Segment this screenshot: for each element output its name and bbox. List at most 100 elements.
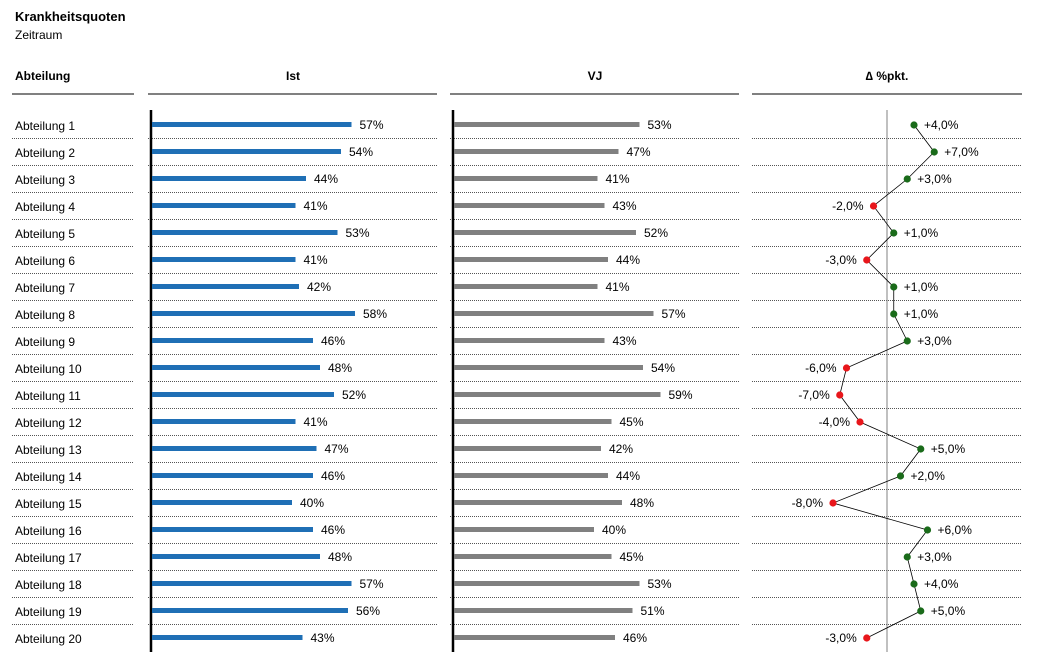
category-label: Abteilung 11 — [15, 389, 81, 403]
delta-value-label: +1,0% — [904, 307, 939, 321]
delta-value-label: +4,0% — [924, 118, 959, 132]
category-label: Abteilung 15 — [15, 497, 82, 511]
vj-value-label: 51% — [641, 604, 665, 618]
ist-bar — [152, 473, 313, 478]
delta-value-label: +1,0% — [904, 280, 939, 294]
ist-value-label: 57% — [360, 577, 384, 591]
vj-value-label: 46% — [623, 631, 647, 645]
ist-value-label: 52% — [342, 388, 366, 402]
vj-bar — [454, 500, 622, 505]
delta-value-label: +6,0% — [938, 523, 973, 537]
ist-value-label: 41% — [304, 415, 328, 429]
category-label: Abteilung 6 — [15, 254, 75, 268]
col-header-vj: VJ — [588, 69, 603, 83]
vj-value-label: 47% — [627, 145, 651, 159]
category-label: Abteilung 8 — [15, 308, 75, 322]
delta-point — [917, 445, 925, 453]
delta-value-label: +3,0% — [917, 172, 952, 186]
vj-bar — [454, 635, 615, 640]
delta-value-label: +5,0% — [931, 442, 966, 456]
delta-value-label: -6,0% — [805, 361, 837, 375]
delta-line — [831, 124, 935, 639]
ist-bar — [152, 446, 317, 451]
category-label: Abteilung 2 — [15, 146, 75, 160]
ist-value-label: 42% — [307, 280, 331, 294]
ist-value-label: 48% — [328, 550, 352, 564]
vj-value-label: 57% — [662, 307, 686, 321]
delta-point — [930, 148, 938, 156]
ist-bar — [152, 419, 296, 424]
vj-value-label: 41% — [606, 280, 630, 294]
ist-bar — [152, 122, 352, 127]
vj-value-label: 40% — [602, 523, 626, 537]
ist-bar — [152, 338, 313, 343]
ist-bar — [152, 149, 341, 154]
vj-bar — [454, 338, 605, 343]
category-label: Abteilung 19 — [15, 605, 82, 619]
ist-value-label: 46% — [321, 469, 345, 483]
ist-value-label: 47% — [325, 442, 349, 456]
ist-bar — [152, 365, 320, 370]
vj-value-label: 45% — [620, 415, 644, 429]
ist-value-label: 57% — [360, 118, 384, 132]
ist-value-label: 58% — [363, 307, 387, 321]
delta-point — [842, 364, 851, 372]
ist-bar — [152, 500, 292, 505]
vj-bar — [454, 365, 643, 370]
ist-bar — [152, 392, 334, 397]
ist-value-label: 41% — [304, 199, 328, 213]
delta-value-label: -4,0% — [819, 415, 851, 429]
vj-bar — [454, 203, 605, 208]
category-label: Abteilung 3 — [15, 173, 75, 187]
category-label: Abteilung 1 — [15, 119, 75, 133]
vj-bar — [454, 230, 636, 235]
vj-bar — [454, 392, 661, 397]
ist-bar — [152, 311, 355, 316]
vj-value-label: 53% — [648, 577, 672, 591]
delta-point — [890, 229, 898, 237]
delta-value-label: -8,0% — [792, 496, 824, 510]
category-label: Abteilung 13 — [15, 443, 82, 457]
ist-bar — [152, 230, 338, 235]
delta-point — [863, 256, 871, 264]
vj-value-label: 43% — [613, 334, 637, 348]
ist-bar — [152, 554, 320, 559]
delta-point — [903, 337, 911, 345]
category-label: Abteilung 9 — [15, 335, 75, 349]
vj-value-label: 53% — [648, 118, 672, 132]
delta-value-label: +1,0% — [904, 226, 939, 240]
category-label: Abteilung 20 — [15, 632, 82, 646]
category-label: Abteilung 16 — [15, 524, 82, 538]
vj-value-label: 52% — [644, 226, 668, 240]
chart-subtitle: Zeitraum — [15, 28, 63, 42]
category-label: Abteilung 4 — [15, 200, 75, 214]
chart-rows: Abteilung 1 57% 53% +4,0% Abteilung 2 54% 47% +… — [12, 110, 1022, 652]
vj-value-label: 44% — [616, 469, 640, 483]
ist-value-label: 40% — [300, 496, 324, 510]
delta-value-label: +2,0% — [911, 469, 946, 483]
ist-value-label: 46% — [321, 334, 345, 348]
vj-bar — [454, 554, 612, 559]
ist-value-label: 54% — [349, 145, 373, 159]
delta-point — [903, 175, 911, 183]
delta-point — [890, 310, 898, 318]
vj-bar — [454, 284, 598, 289]
ist-value-label: 44% — [314, 172, 338, 186]
category-label: Abteilung 5 — [15, 227, 75, 241]
delta-value-label: -3,0% — [825, 253, 857, 267]
ist-bar — [152, 527, 313, 532]
delta-point — [903, 553, 911, 561]
ist-bar — [152, 635, 303, 640]
vj-bar — [454, 581, 640, 586]
vj-bar — [454, 122, 640, 127]
category-label: Abteilung 7 — [15, 281, 75, 295]
delta-value-label: +4,0% — [924, 577, 959, 591]
delta-point — [836, 391, 844, 399]
delta-value-label: -3,0% — [825, 631, 857, 645]
col-header-delta: ∆ %pkt. — [866, 69, 909, 83]
vj-value-label: 54% — [651, 361, 675, 375]
vj-bar — [454, 149, 619, 154]
ist-value-label: 56% — [356, 604, 380, 618]
delta-point — [829, 499, 837, 507]
delta-value-label: -2,0% — [832, 199, 864, 213]
